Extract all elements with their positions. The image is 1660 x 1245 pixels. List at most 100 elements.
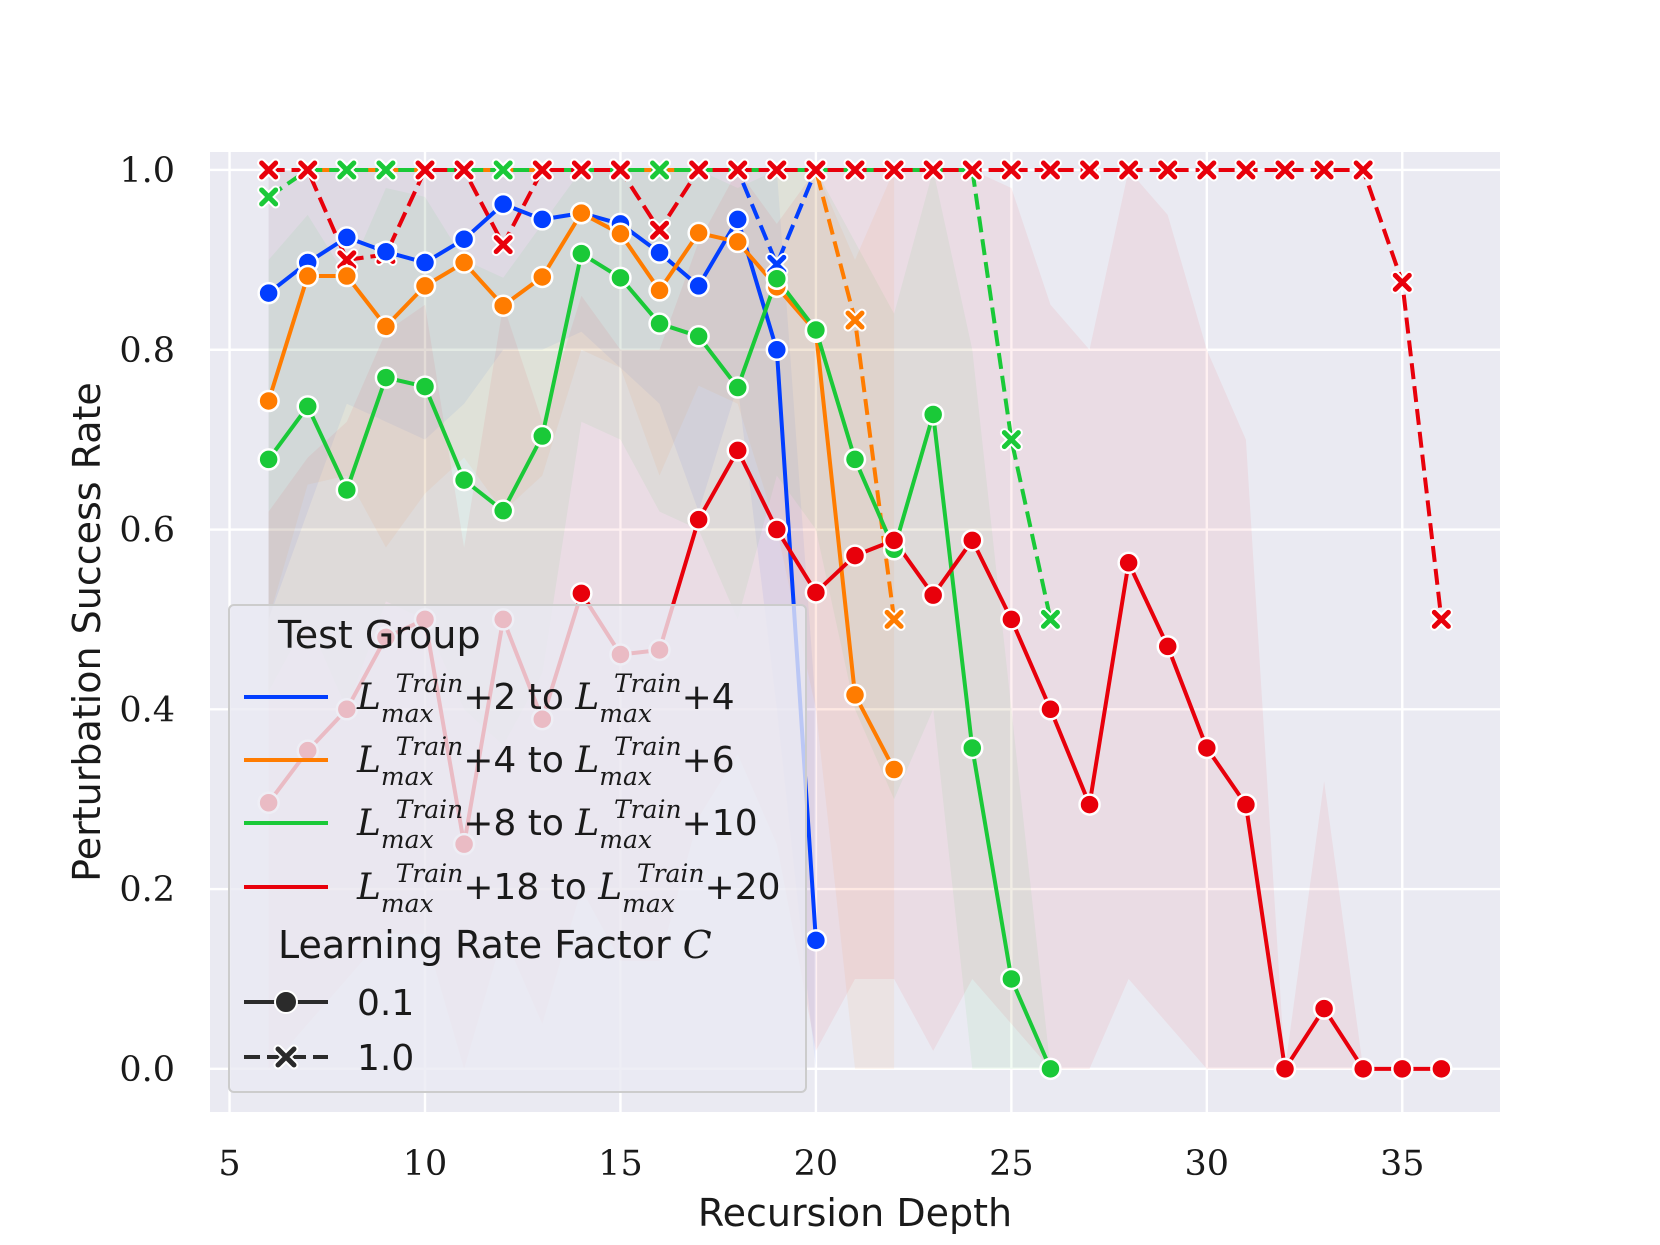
x-marker-stroke [728,160,748,180]
data-point [257,281,280,305]
data-point [687,508,710,531]
x-marker-stroke [415,160,435,180]
data-point [374,240,398,264]
data-point [335,226,359,249]
x-marker [1273,158,1297,182]
x-marker [491,158,515,182]
legend-label: LmaxTrain+4 to LmaxTrain+6 [356,732,735,791]
data-point [335,264,359,288]
x-tick-label: 5 [218,1144,240,1184]
x-marker-stroke [337,160,357,180]
data-point [609,266,632,290]
data-point [765,267,789,290]
legend-label: LmaxTrain+18 to LmaxTrain+20 [356,859,781,918]
confidence-band [268,170,816,1069]
x-marker-stroke [1080,160,1100,180]
x-marker-stroke [845,310,865,330]
data-point [374,366,398,389]
legend-style-marker [274,990,298,1014]
data-point [413,251,437,274]
x-marker-stroke [845,160,865,180]
confidence-band [268,170,1051,1069]
x-axis-label: Recursion Depth [698,1191,1012,1235]
x-marker [1351,158,1375,182]
data-point [257,448,280,471]
data-point [1156,635,1179,658]
x-marker [1156,158,1180,182]
x-tick-label: 10 [403,1144,448,1184]
x-marker [882,607,906,631]
data-point [413,274,437,298]
data-point [843,448,867,471]
data-point [882,758,906,781]
x-marker-stroke [376,160,396,180]
x-marker-stroke [1431,609,1451,629]
tick-labels: 5 10 15 20 25 30 35 0.0 0.2 0.4 0.6 0.8 1.0 [119,151,1424,1184]
x-marker [257,158,281,182]
x-marker [335,158,359,182]
x-marker [296,158,320,182]
x-marker-stroke [454,160,474,180]
legend-label: LmaxTrain+2 to LmaxTrain+4 [356,669,735,728]
data-point [961,529,984,552]
x-marker-stroke [806,160,826,180]
legend-style-title: Learning Rate Factor C [278,923,712,967]
x-marker-stroke [650,220,670,240]
data-point [452,251,476,274]
data-point [257,389,280,413]
data-point [531,424,554,448]
data-point [921,403,945,426]
data-point [804,929,828,952]
x-marker [1390,270,1414,294]
y-axis-label: Perturbation Success Rate [65,382,109,882]
y-tick-label: 1.0 [119,151,175,191]
data-point [570,582,593,605]
data-point [491,294,515,317]
data-point [726,376,749,399]
x-marker [1117,158,1141,182]
x-marker-stroke [1040,160,1060,180]
math-var: L [356,803,381,844]
x-marker [726,158,750,182]
x-marker [960,158,984,182]
math-var: L [574,803,599,844]
legend-style-label: 0.1 [357,983,414,1024]
label-text: +2 to [463,677,575,718]
x-marker [491,233,515,257]
data-point [843,683,867,707]
math-superscript: Train [614,732,682,761]
math-subscript: max [381,889,434,918]
data-point [687,274,710,298]
math-var: L [356,677,381,718]
data-point [1195,736,1219,760]
math-superscript: Train [396,859,464,888]
x-marker-stroke [532,160,552,180]
data-point [843,544,867,567]
math-superscript: Train [396,669,464,698]
data-point [1312,997,1336,1020]
x-tick-label: 20 [794,1144,839,1184]
data-point [961,736,984,760]
x-marker-stroke [1314,160,1334,180]
legend-label: LmaxTrain+8 to LmaxTrain+10 [356,795,758,854]
data-point [296,264,319,288]
data-point [531,265,554,289]
data-point [1273,1057,1297,1081]
y-tick-label: 0.2 [119,870,175,910]
label-text: +6 [682,740,735,781]
x-marker-stroke [962,160,982,180]
x-marker-stroke [610,160,630,180]
data-point [882,529,906,552]
data-point [921,583,945,607]
data-point [491,192,515,216]
y-tick-label: 0.4 [119,690,175,730]
x-marker [452,158,476,182]
x-marker [687,158,711,182]
x-marker-stroke [923,160,943,180]
math-subscript: max [599,762,652,791]
data-point [648,312,671,335]
data-point [765,518,789,541]
x-marker-stroke [1001,430,1021,450]
data-point [1234,793,1258,816]
